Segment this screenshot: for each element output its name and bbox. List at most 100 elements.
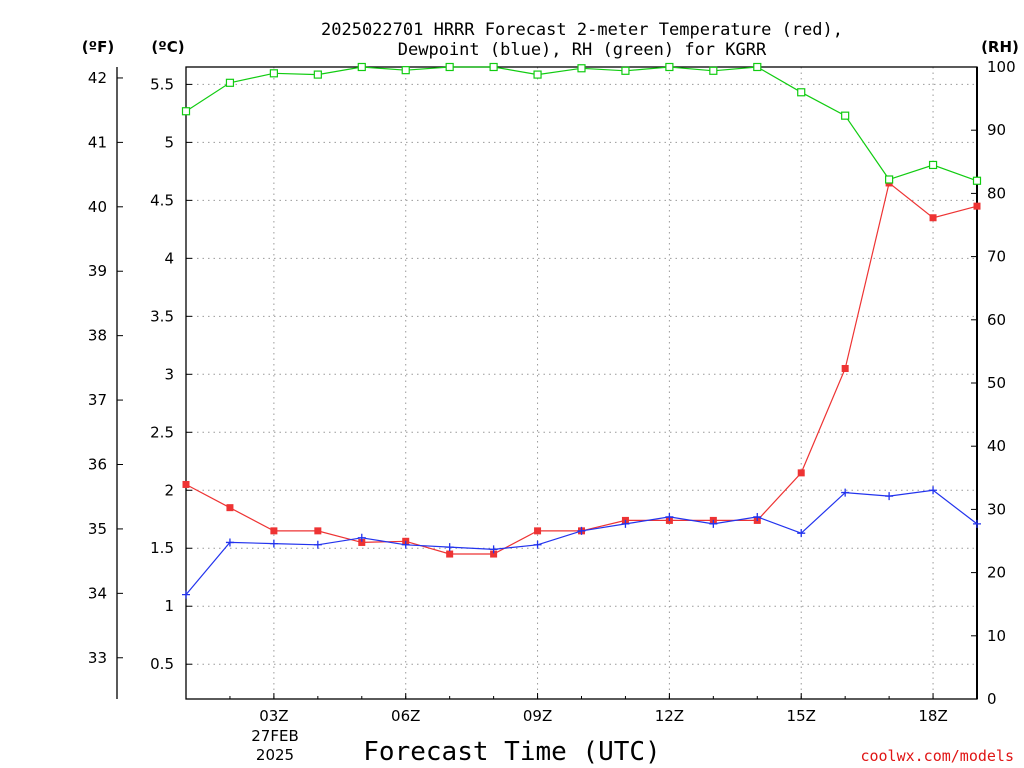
- dewpoint-point: [357, 533, 366, 542]
- rh-point: [797, 88, 806, 97]
- dewpoint-point: [885, 492, 894, 501]
- f-tick-label: 42: [88, 69, 107, 87]
- x-tick-label: 15Z: [787, 707, 816, 725]
- rh-point: [489, 62, 498, 72]
- temperature-point: [490, 550, 498, 558]
- fahrenheit-unit-label: (ºF): [82, 38, 114, 56]
- dewpoint-point: [533, 540, 542, 549]
- rh-point: [753, 62, 762, 72]
- temperature-point: [270, 527, 278, 535]
- x-date-day: 27FEB: [251, 727, 298, 745]
- temperature-point: [446, 550, 454, 558]
- rh-point: [577, 64, 586, 73]
- rh-tick-label: 40: [987, 437, 1006, 455]
- dewpoint-point: [753, 512, 762, 521]
- x-axis-label: Forecast Time (UTC): [363, 737, 660, 767]
- rh-tick-label: 10: [987, 627, 1006, 645]
- temperature-series-line: [185, 181, 978, 555]
- axes: [116, 66, 978, 700]
- dewpoint-point: [577, 526, 586, 535]
- c-tick-label: 1.5: [150, 539, 174, 557]
- rh-point: [225, 78, 235, 87]
- f-tick-label: 36: [88, 455, 107, 473]
- c-tick-label: 3: [164, 365, 174, 383]
- data-series: [181, 62, 982, 599]
- dewpoint-point: [225, 538, 234, 547]
- dewpoint-point: [313, 540, 322, 549]
- c-tick-label: 4: [164, 249, 174, 267]
- c-tick-label: 4.5: [150, 191, 174, 209]
- f-tick-label: 40: [88, 198, 107, 216]
- dewpoint-point: [797, 529, 806, 538]
- f-tick-label: 33: [88, 649, 107, 667]
- f-tick-label: 38: [88, 327, 107, 345]
- rh-point: [665, 62, 674, 72]
- rh-point: [972, 176, 982, 185]
- rh-tick-label: 80: [987, 184, 1006, 202]
- chart-title-line1: 2025022701 HRRR Forecast 2-meter Tempera…: [321, 20, 843, 40]
- f-tick-label: 34: [88, 584, 107, 602]
- rh-point: [269, 69, 278, 78]
- dewpoint-point: [445, 543, 454, 552]
- dewpoint-point: [929, 486, 938, 495]
- temperature-point: [534, 527, 542, 535]
- rh-tick-label: 30: [987, 500, 1006, 518]
- rh-point: [841, 111, 850, 120]
- dewpoint-point: [269, 539, 278, 548]
- tick-labels: 0.5 1 1.5 2 2.5 3 3.5 4 4.5 5 5.5 03Z 06Z 09Z 12Z 15Z 18…: [88, 58, 1016, 725]
- dewpoint-point: [621, 519, 630, 528]
- c-tick-label: 2: [164, 481, 174, 499]
- c-tick-label: 3.5: [150, 307, 174, 325]
- temperature-point: [841, 365, 849, 373]
- rh-tick-label: 100: [987, 58, 1016, 76]
- dewpoint-point: [709, 519, 718, 528]
- rh-point: [357, 62, 366, 72]
- rh-point: [533, 70, 542, 79]
- dewpoint-point: [182, 590, 190, 599]
- rh-tick-label: 0: [987, 690, 997, 708]
- x-tick-label: 06Z: [391, 707, 420, 725]
- c-tick-label: 5: [164, 133, 174, 151]
- temperature-point: [226, 504, 234, 512]
- temperature-point: [358, 538, 366, 546]
- c-tick-label: 2.5: [150, 423, 174, 441]
- rh-point: [181, 107, 191, 116]
- rh-tick-label: 50: [987, 374, 1006, 392]
- temperature-point: [314, 527, 322, 535]
- dewpoint-point: [665, 512, 674, 521]
- grid-lines: [186, 67, 977, 699]
- rh-point: [885, 175, 894, 184]
- rh-point: [401, 66, 410, 75]
- rh-unit-label: (RH): [981, 38, 1019, 56]
- x-tick-label: 18Z: [918, 707, 947, 725]
- x-tick-label: 09Z: [523, 707, 552, 725]
- temperature-point: [797, 469, 805, 477]
- dewpoint-series-line: [185, 489, 978, 595]
- f-tick-label: 39: [88, 262, 107, 280]
- dewpoint-point: [973, 519, 981, 528]
- rh-tick-label: 20: [987, 564, 1006, 582]
- rh-point: [445, 62, 454, 72]
- rh-tick-label: 70: [987, 248, 1006, 266]
- temperature-point: [182, 480, 190, 488]
- credit-text: coolwx.com/models: [860, 747, 1014, 765]
- f-tick-label: 41: [88, 133, 107, 151]
- temperature-point: [973, 202, 981, 210]
- x-date-year: 2025: [256, 746, 294, 764]
- plot-frame: [185, 66, 978, 700]
- rh-tick-label: 60: [987, 311, 1006, 329]
- c-tick-label: 1: [164, 597, 174, 615]
- x-tick-label: 03Z: [259, 707, 288, 725]
- rh-tick-label: 90: [987, 121, 1006, 139]
- chart-title-line2: Dewpoint (blue), RH (green) for KGRR: [398, 40, 767, 60]
- celsius-unit-label: (ºC): [151, 38, 184, 56]
- c-tick-label: 0.5: [150, 655, 174, 673]
- temperature-point: [929, 214, 937, 222]
- f-tick-label: 37: [88, 391, 107, 409]
- rh-point: [621, 66, 630, 75]
- dewpoint-point: [841, 488, 850, 497]
- rh-point: [709, 66, 718, 75]
- rh-point: [928, 160, 938, 170]
- f-tick-label: 35: [88, 520, 107, 538]
